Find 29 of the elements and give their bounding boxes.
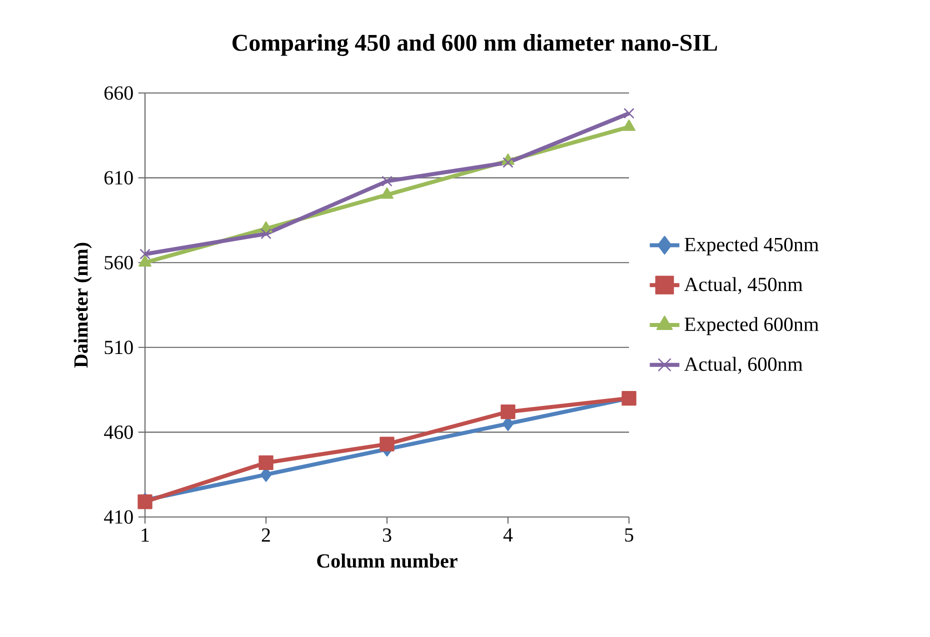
point <box>138 255 152 267</box>
x-tick-label: 3 <box>382 528 392 542</box>
x-tick-label: 4 <box>503 528 513 542</box>
point <box>622 120 636 131</box>
point <box>380 436 394 452</box>
point <box>380 187 394 199</box>
y-tick-label: 510 <box>104 340 133 354</box>
legend-label: Expected 450nm <box>684 237 819 256</box>
y-axis-title: Daimeter (nm) <box>74 242 92 368</box>
x-tick-label: 2 <box>262 528 270 542</box>
point <box>382 176 392 187</box>
y-tick-label: 660 <box>104 86 133 100</box>
x-tick-label: 1 <box>142 528 149 542</box>
point <box>624 108 634 119</box>
point <box>140 248 150 260</box>
y-tick-label: 560 <box>104 256 133 270</box>
point <box>258 455 274 470</box>
point <box>500 404 516 420</box>
y-tick-label: 410 <box>104 510 133 524</box>
x-axis-title: Column number <box>317 554 458 568</box>
point <box>260 228 272 240</box>
legend-label: Expected 600nm <box>684 317 819 336</box>
legend-label: Actual, 600nm <box>684 356 803 374</box>
x-tick-label: 5 <box>625 528 634 542</box>
y-tick-label: 460 <box>104 425 133 439</box>
y-tick-label: 610 <box>104 171 133 185</box>
legend-label: Actual, 450nm <box>684 277 803 294</box>
chart-title: Comparing 450 and 600 nm diameter nano-SIL <box>232 34 718 56</box>
point <box>502 157 514 168</box>
